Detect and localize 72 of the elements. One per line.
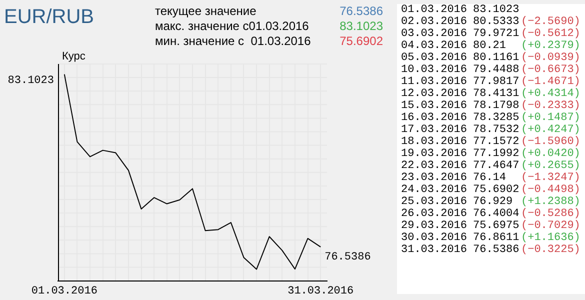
- text: 78.3285: [473, 112, 520, 124]
- text: 31.03.2016: [401, 244, 468, 256]
- text: (−2.5690): [521, 16, 580, 28]
- text: (+0.2379): [521, 40, 580, 52]
- text: 75.6902: [473, 184, 520, 196]
- text: 80.1161: [473, 52, 520, 64]
- text: 76.4004: [473, 208, 520, 220]
- text: (−0.0939): [521, 52, 580, 64]
- text: 83.1023: [8, 75, 54, 88]
- y-axis-title: Курс: [62, 50, 86, 63]
- text: 83.1023: [473, 4, 520, 16]
- text: мин. значение с 01.03.2016: [155, 34, 311, 49]
- text: 12.03.2016: [401, 88, 468, 100]
- annotation: 76.5386: [324, 251, 371, 264]
- text: (−1.3247): [521, 172, 580, 184]
- text: (+0.1487): [521, 112, 580, 124]
- text: (+1.1636): [521, 232, 580, 244]
- text: 77.4647: [473, 160, 520, 172]
- text: 26.03.2016: [401, 208, 468, 220]
- text: (−0.7029): [521, 220, 580, 232]
- text: (−0.2333): [521, 100, 580, 112]
- text: (−1.4671): [521, 76, 580, 88]
- text: 29.03.2016: [401, 220, 468, 232]
- text: (−0.3225): [521, 244, 580, 256]
- text: (−1.5960): [521, 136, 580, 148]
- text: (+0.4247): [521, 124, 580, 136]
- text: 16.03.2016: [401, 112, 468, 124]
- text: 80.5333: [473, 16, 520, 28]
- text: 10.03.2016: [401, 64, 468, 76]
- text: 23.03.2016: [401, 172, 468, 184]
- text: 79.4488: [473, 64, 520, 76]
- text: 75.6902: [340, 34, 383, 49]
- chart-title: EUR/RUB: [4, 6, 94, 29]
- text: 78.1798: [473, 100, 520, 112]
- text: макс. значение с01.03.2016: [155, 19, 309, 34]
- text: 76.5386: [340, 4, 383, 19]
- text: текущее значение: [155, 4, 256, 19]
- text: 83.1023: [340, 19, 383, 34]
- text: 77.1572: [473, 136, 520, 148]
- text: 77.1992: [473, 148, 520, 160]
- text: (+1.2388): [521, 196, 580, 208]
- text: 15.03.2016: [401, 100, 468, 112]
- text: 01.03.2016: [401, 4, 468, 16]
- text: 78.4131: [473, 88, 520, 100]
- text: 03.03.2016: [401, 28, 468, 40]
- text: 17.03.2016: [401, 124, 468, 136]
- text: 11.03.2016: [401, 76, 468, 88]
- text: 76.929: [473, 196, 514, 208]
- text: (−0.6673): [521, 64, 580, 76]
- text: 18.03.2016: [401, 136, 468, 148]
- text: 80.21: [473, 40, 508, 52]
- text: (+0.2655): [521, 160, 580, 172]
- text: (+0.4314): [521, 88, 580, 100]
- text: 22.03.2016: [401, 160, 468, 172]
- text: 19.03.2016: [401, 148, 468, 160]
- text: (+0.0420): [521, 148, 580, 160]
- text: 75.6975: [473, 220, 520, 232]
- text: (−0.4498): [521, 184, 580, 196]
- text: 30.03.2016: [401, 232, 468, 244]
- text: 78.7532: [473, 124, 520, 136]
- text: (−0.5286): [521, 208, 580, 220]
- text: 76.14: [473, 172, 508, 184]
- text: 25.03.2016: [401, 196, 468, 208]
- text: 24.03.2016: [401, 184, 468, 196]
- text: 77.9817: [473, 76, 520, 88]
- text: 79.9721: [473, 28, 520, 40]
- text: (−0.5612): [521, 28, 580, 40]
- text: 76.5386: [473, 244, 520, 256]
- text: 04.03.2016: [401, 40, 468, 52]
- text: 76.8611: [473, 232, 520, 244]
- text: 02.03.2016: [401, 16, 468, 28]
- text: 05.03.2016: [401, 52, 468, 64]
